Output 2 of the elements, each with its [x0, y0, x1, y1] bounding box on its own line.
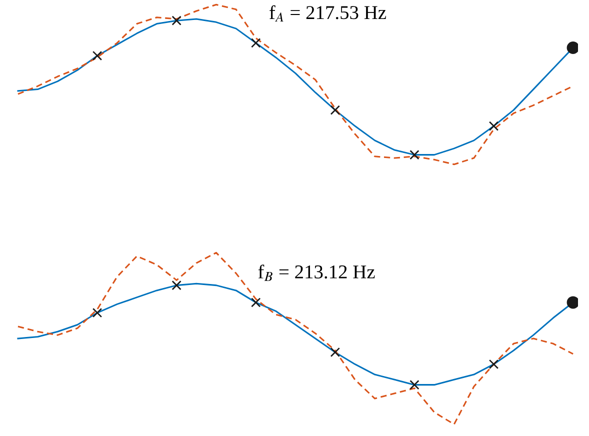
annotation: f$_{A}$ = 217.53 Hz: [270, 5, 386, 22]
annotation: f$_{B}$ = 213.12 Hz: [258, 264, 375, 281]
